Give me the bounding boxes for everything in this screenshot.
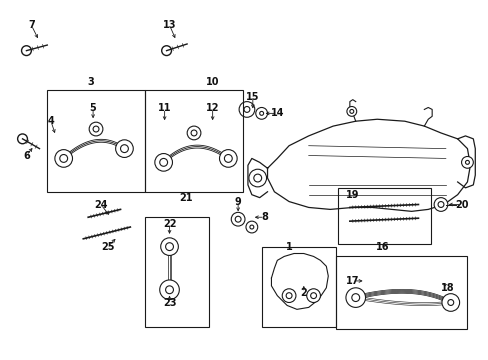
Ellipse shape bbox=[248, 169, 266, 187]
Ellipse shape bbox=[306, 289, 320, 302]
Ellipse shape bbox=[433, 198, 447, 211]
Polygon shape bbox=[271, 253, 327, 309]
Text: 18: 18 bbox=[440, 283, 454, 293]
Ellipse shape bbox=[89, 122, 102, 136]
Text: 4: 4 bbox=[47, 116, 54, 126]
Text: 24: 24 bbox=[94, 199, 107, 210]
Ellipse shape bbox=[345, 288, 365, 307]
Text: 16: 16 bbox=[375, 242, 388, 252]
Bar bbox=[261, 247, 335, 327]
Text: 11: 11 bbox=[158, 103, 171, 113]
Ellipse shape bbox=[162, 46, 171, 55]
Ellipse shape bbox=[187, 126, 201, 140]
Text: 9: 9 bbox=[234, 197, 241, 207]
Text: 19: 19 bbox=[346, 190, 359, 200]
Bar bbox=[145, 90, 243, 192]
Bar bbox=[145, 217, 208, 327]
Ellipse shape bbox=[18, 134, 27, 144]
Text: 1: 1 bbox=[285, 242, 292, 252]
Text: 7: 7 bbox=[28, 20, 35, 30]
Ellipse shape bbox=[255, 108, 267, 119]
Text: 14: 14 bbox=[270, 108, 284, 118]
Text: 5: 5 bbox=[89, 103, 96, 113]
Text: 2: 2 bbox=[300, 288, 306, 298]
Text: 25: 25 bbox=[101, 242, 114, 252]
Text: 13: 13 bbox=[163, 20, 176, 30]
Ellipse shape bbox=[346, 107, 356, 116]
Text: 21: 21 bbox=[179, 193, 193, 203]
Text: 20: 20 bbox=[454, 199, 468, 210]
Text: 8: 8 bbox=[261, 212, 267, 222]
Bar bbox=[337, 188, 430, 244]
Ellipse shape bbox=[155, 153, 172, 171]
Bar bbox=[47, 90, 145, 192]
Ellipse shape bbox=[461, 157, 472, 168]
Text: 6: 6 bbox=[23, 150, 30, 161]
Text: 23: 23 bbox=[163, 297, 176, 307]
Ellipse shape bbox=[282, 289, 295, 302]
Ellipse shape bbox=[161, 238, 178, 256]
Ellipse shape bbox=[55, 150, 72, 167]
Ellipse shape bbox=[441, 294, 459, 311]
Text: 3: 3 bbox=[87, 77, 94, 87]
Text: 12: 12 bbox=[205, 103, 219, 113]
Text: 10: 10 bbox=[205, 77, 219, 87]
Ellipse shape bbox=[239, 102, 254, 117]
Ellipse shape bbox=[231, 212, 244, 226]
Ellipse shape bbox=[219, 150, 237, 167]
Bar bbox=[335, 256, 467, 329]
Ellipse shape bbox=[115, 140, 133, 157]
Text: 17: 17 bbox=[346, 276, 359, 286]
Text: 22: 22 bbox=[163, 219, 176, 229]
Text: 15: 15 bbox=[245, 92, 259, 102]
Ellipse shape bbox=[21, 46, 31, 55]
Ellipse shape bbox=[245, 221, 257, 233]
Ellipse shape bbox=[160, 280, 179, 300]
